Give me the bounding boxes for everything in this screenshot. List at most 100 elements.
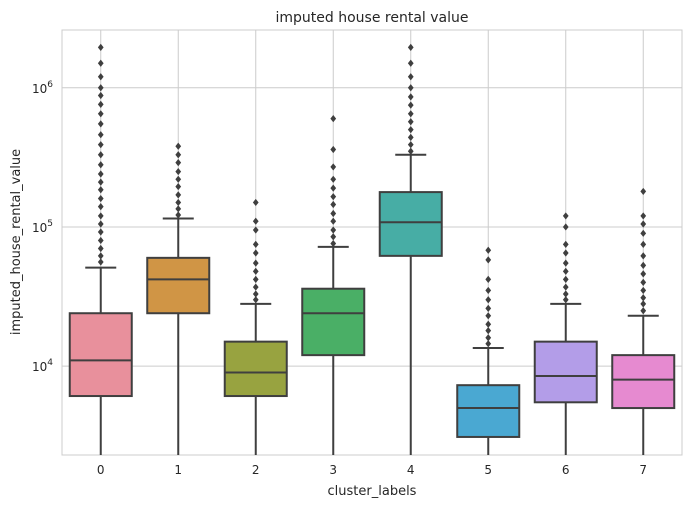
outlier-point [485, 327, 492, 335]
outlier-point [330, 200, 337, 209]
outlier-point [562, 212, 569, 220]
box-iqr [68, 312, 133, 398]
outlier-point [640, 270, 647, 278]
outlier-point [562, 283, 569, 291]
x-tick-label: 7 [639, 463, 647, 477]
outlier-point [97, 220, 104, 228]
outlier-point [640, 252, 647, 260]
box-iqr [146, 256, 211, 315]
outlier-point [175, 151, 182, 159]
outlier-point [562, 259, 569, 267]
outlier-point [175, 198, 182, 207]
outlier-point [175, 182, 182, 191]
outlier-point [330, 184, 337, 192]
outlier-point [407, 84, 414, 92]
outlier-point [97, 228, 104, 236]
outlier-point [407, 59, 414, 67]
outlier-point [407, 93, 414, 101]
outlier-point [97, 100, 104, 108]
box-group-1 [146, 142, 211, 455]
outlier-point [175, 191, 182, 199]
outlier-point [252, 290, 259, 298]
outlier-point [485, 286, 492, 295]
box-iqr [301, 287, 366, 357]
outlier-point [252, 283, 259, 291]
box-group-3 [301, 115, 366, 455]
outlier-point [640, 261, 647, 269]
outlier-point [330, 233, 337, 241]
outlier-point [97, 43, 104, 51]
x-tick-label: 6 [562, 463, 570, 477]
outlier-point [330, 115, 337, 123]
box-iqr [378, 191, 443, 257]
outlier-point [640, 212, 647, 220]
outlier-point [97, 151, 104, 159]
plot-frame [61, 29, 683, 456]
axis-layer: 0 1 2 3 4 5 6 7 104 105 106 [32, 80, 647, 477]
outlier-point [485, 246, 492, 254]
outlier-point [640, 278, 647, 286]
outlier-point [252, 275, 259, 284]
outlier-point [640, 187, 647, 196]
outlier-point [97, 131, 104, 139]
outlier-point [330, 145, 337, 154]
outlier-point [330, 239, 337, 248]
outlier-point [252, 240, 259, 248]
outlier-point [97, 236, 104, 245]
x-axis-label: cluster_labels [328, 484, 417, 499]
outlier-point [175, 175, 182, 183]
outlier-point [97, 170, 104, 178]
outlier-point [330, 175, 337, 183]
outlier-point [407, 101, 414, 109]
outlier-point [175, 211, 182, 219]
outlier-point [97, 244, 104, 253]
box-group-6 [533, 212, 598, 455]
outlier-point [640, 294, 647, 302]
outlier-point [97, 141, 104, 149]
outlier-point [407, 118, 414, 126]
outlier-point [485, 304, 492, 312]
outlier-point [407, 141, 414, 149]
outlier-point [97, 212, 104, 220]
outlier-point [97, 203, 104, 211]
x-tick-label: 4 [407, 463, 415, 477]
outlier-point [485, 275, 492, 284]
outlier-point [97, 59, 104, 67]
outlier-point [330, 226, 337, 234]
box-group-0 [68, 43, 133, 455]
outlier-point [330, 209, 337, 218]
outlier-point [97, 84, 104, 92]
outlier-point [640, 220, 647, 228]
outlier-point [485, 334, 492, 342]
outlier-point [640, 240, 647, 248]
outlier-point [407, 133, 414, 141]
outlier-point [562, 290, 569, 298]
outlier-point [640, 286, 647, 295]
outlier-point [407, 126, 414, 134]
outlier-point [175, 158, 182, 167]
outlier-point [252, 249, 259, 257]
outlier-point [252, 217, 259, 225]
outlier-point [562, 267, 569, 275]
y-tick-label: 105 [32, 219, 53, 235]
outlier-point [562, 223, 569, 231]
outlier-point [330, 217, 337, 225]
outlier-point [485, 256, 492, 264]
outlier-point [252, 259, 259, 267]
box-group-2 [223, 198, 288, 455]
outlier-point [640, 300, 647, 308]
outlier-point [175, 167, 182, 176]
chart-title: imputed house rental value [276, 10, 469, 26]
outlier-point [252, 267, 259, 275]
outlier-point [97, 120, 104, 128]
box-group-7 [611, 187, 676, 455]
outlier-point [485, 320, 492, 328]
box-layer [68, 43, 676, 455]
box-group-5 [456, 246, 521, 455]
outlier-point [252, 226, 259, 234]
x-tick-label: 5 [484, 463, 492, 477]
outlier-point [562, 249, 569, 257]
outlier-point [97, 178, 104, 186]
outlier-point [640, 229, 647, 237]
box-iqr [533, 340, 598, 404]
